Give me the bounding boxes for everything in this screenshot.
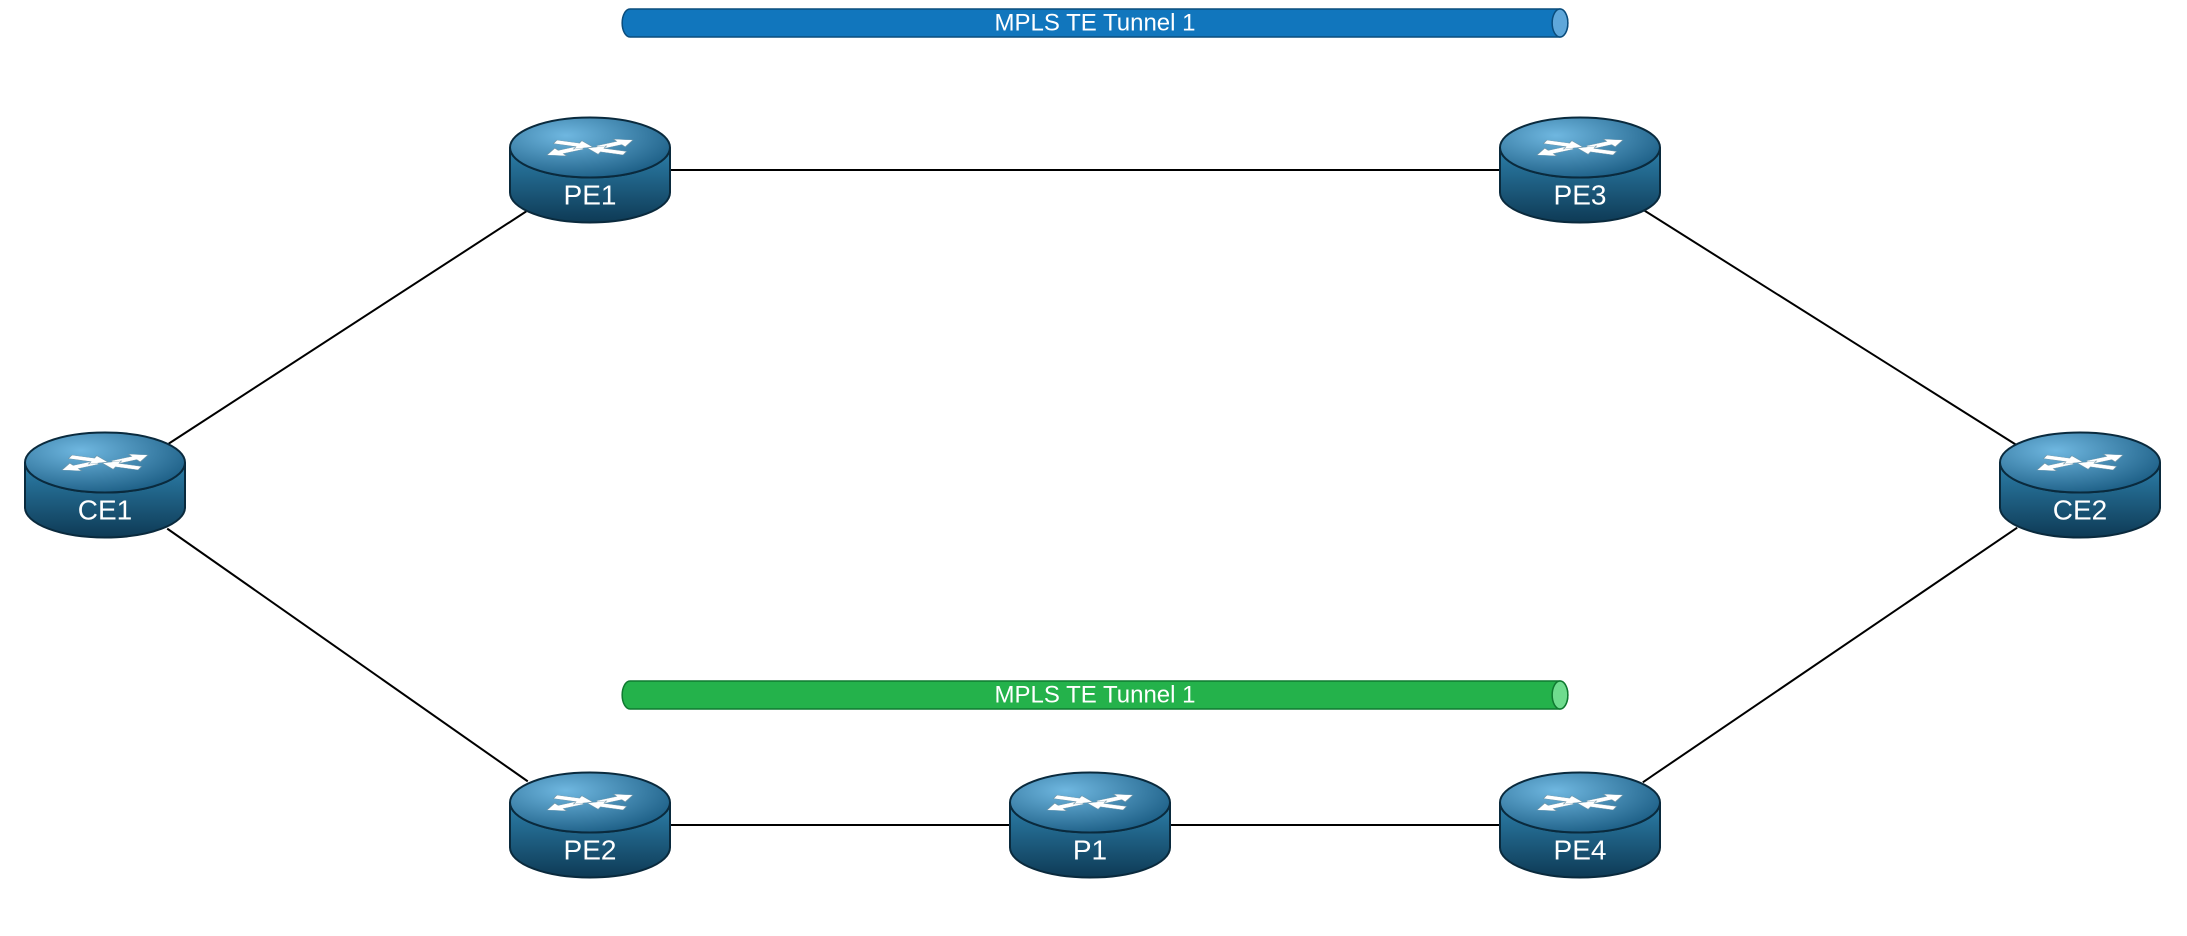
router-PE3-label: PE3: [1554, 179, 1607, 210]
router-CE2-label: CE2: [2053, 494, 2107, 525]
tunnel-top: MPLS TE Tunnel 1: [622, 9, 1568, 37]
links-layer: [167, 170, 2017, 825]
link-CE1-PE1: [169, 211, 527, 443]
link-PE4-CE2: [1643, 528, 2017, 783]
tunnel-bottom-label: MPLS TE Tunnel 1: [995, 681, 1196, 708]
nodes-layer: CE1 PE1 PE3 CE2 PE2 P1 PE4: [25, 118, 2160, 878]
router-PE3: PE3: [1500, 118, 1660, 223]
router-P1: P1: [1010, 773, 1170, 878]
router-PE1: PE1: [510, 118, 670, 223]
link-PE3-CE2: [1644, 211, 2015, 445]
tunnel-top-label: MPLS TE Tunnel 1: [995, 9, 1196, 36]
network-diagram: MPLS TE Tunnel 1 MPLS TE Tunnel 1 CE1 PE1 P…: [0, 0, 2187, 936]
tunnel-bottom: MPLS TE Tunnel 1: [622, 681, 1568, 709]
tunnels-layer: MPLS TE Tunnel 1 MPLS TE Tunnel 1: [622, 9, 1568, 709]
router-PE4: PE4: [1500, 773, 1660, 878]
router-P1-label: P1: [1073, 834, 1107, 865]
router-PE2: PE2: [510, 773, 670, 878]
link-CE1-PE2: [167, 529, 528, 782]
router-PE2-label: PE2: [564, 834, 617, 865]
router-PE4-label: PE4: [1554, 834, 1607, 865]
router-PE1-label: PE1: [564, 179, 617, 210]
router-CE1-label: CE1: [78, 494, 132, 525]
router-CE1: CE1: [25, 433, 185, 538]
router-CE2: CE2: [2000, 433, 2160, 538]
